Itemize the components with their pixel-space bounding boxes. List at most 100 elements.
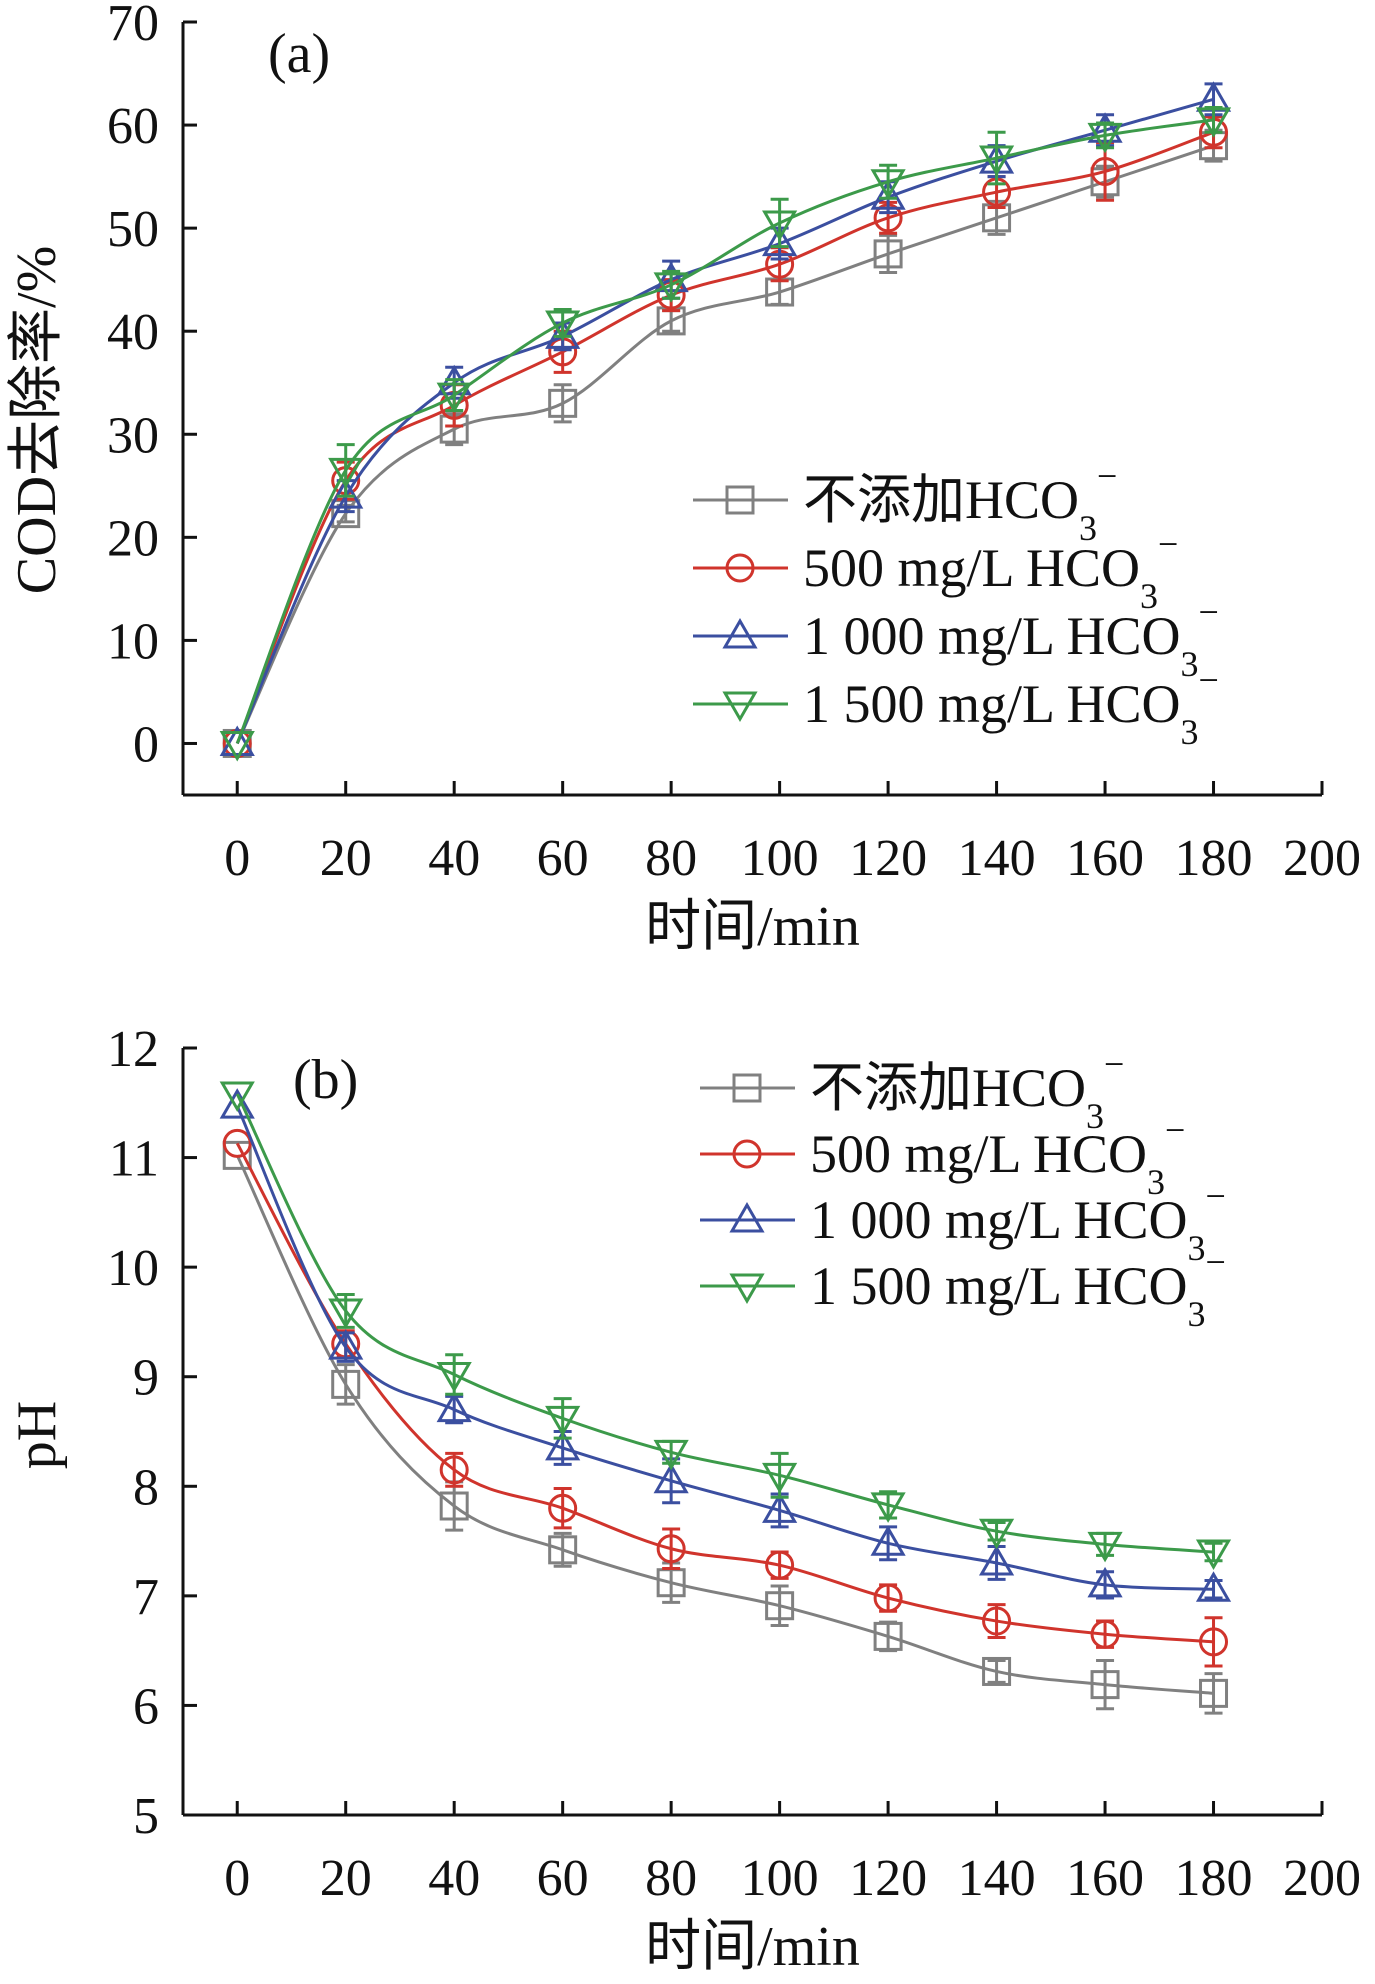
legend-marker: [729, 1273, 765, 1305]
x-tick-label: 140: [958, 830, 1036, 887]
chart-panel-0: 0 10 20 30 40 50 60 70 0 20 40 60 80 100 120 140 160 180 2…: [6, 0, 1361, 958]
x-tick-label: 160: [1066, 830, 1144, 887]
x-tick-label: 20: [320, 830, 372, 887]
data-point: [762, 1462, 798, 1494]
y-tick-label: 7: [133, 1569, 159, 1626]
data-point: [1087, 1531, 1123, 1563]
data-point: [762, 210, 798, 241]
data-point: [653, 1462, 689, 1494]
data-point: [762, 225, 798, 257]
x-tick-label: 40: [428, 830, 480, 887]
data-point: [656, 1534, 686, 1564]
legend-label: 不添加HCO3−: [803, 456, 1117, 548]
panel-label: (b): [293, 1049, 358, 1111]
data-point: [870, 169, 906, 200]
data-point: [219, 1081, 255, 1113]
legend-superscript: −: [1158, 524, 1178, 564]
data-point: [436, 1362, 472, 1393]
series-line: [235, 1105, 1214, 1591]
data-point: [222, 1128, 252, 1158]
legend-superscript: −: [1206, 1242, 1226, 1282]
data-point: [1087, 1566, 1123, 1598]
legend-label: 不添加HCO3−: [810, 1044, 1124, 1136]
series-2: [219, 1088, 1232, 1602]
series-3: [219, 1081, 1232, 1571]
data-point: [436, 382, 472, 414]
y-axis-label: pH: [6, 1401, 68, 1469]
data-point: [439, 1491, 469, 1521]
y-tick-label: 10: [107, 613, 159, 670]
legend: 不添加HCO3−500 mg/L HCO3−1 000 mg/L HCO3−1 …: [693, 456, 1219, 752]
y-tick-label: 60: [107, 98, 159, 155]
data-point: [765, 1550, 795, 1580]
data-point: [873, 1621, 903, 1651]
data-point: [870, 1525, 906, 1556]
data-point: [328, 478, 364, 509]
data-point: [873, 1583, 903, 1613]
data-point: [548, 1535, 578, 1565]
x-tick-label: 60: [537, 830, 589, 887]
data-point: [982, 1656, 1012, 1686]
data-point: [328, 1298, 364, 1329]
x-tick-label: 40: [428, 1850, 480, 1907]
data-point: [1199, 1627, 1229, 1657]
data-point: [548, 1493, 578, 1523]
panel-label: (a): [268, 23, 330, 85]
data-point: [1195, 1571, 1232, 1602]
x-tick-label: 100: [741, 1850, 819, 1907]
data-point: [762, 1492, 798, 1523]
legend-label: 1 000 mg/L HCO3−: [803, 592, 1219, 684]
data-point: [219, 725, 255, 756]
series-line: [235, 1093, 1214, 1554]
legend-label: 1 000 mg/L HCO3−: [810, 1176, 1226, 1268]
legend-marker: [722, 691, 758, 723]
legend-subscript: 3: [1181, 644, 1199, 684]
series-line: [235, 144, 1214, 745]
x-tick-label: 60: [537, 1850, 589, 1907]
legend-subscript: 3: [1181, 712, 1199, 752]
x-tick-label: 180: [1175, 830, 1253, 887]
y-tick-label: 6: [133, 1678, 159, 1735]
series-0: [222, 1140, 1229, 1715]
data-point: [653, 1439, 689, 1471]
data-point: [545, 318, 581, 349]
x-tick-label: 120: [849, 1850, 927, 1907]
data-point: [873, 239, 903, 269]
y-tick-label: 70: [107, 0, 159, 52]
data-point: [1195, 1539, 1232, 1571]
data-point: [1199, 1678, 1229, 1708]
data-point: [439, 1455, 469, 1485]
legend-marker: [732, 1073, 762, 1103]
legend-label: 1 500 mg/L HCO3−: [803, 660, 1219, 752]
data-point: [765, 1591, 795, 1621]
legend-marker: [725, 553, 755, 583]
y-tick-label: 10: [107, 1240, 159, 1297]
legend-superscript: −: [1199, 660, 1219, 700]
legend-label: 500 mg/L HCO3−: [803, 524, 1178, 616]
x-tick-label: 80: [645, 1850, 697, 1907]
y-axis-label: COD去除率/%: [6, 246, 68, 594]
data-point: [436, 1391, 472, 1423]
x-tick-label: 140: [958, 1850, 1036, 1907]
data-point: [222, 1140, 252, 1170]
x-tick-label: 0: [224, 830, 250, 887]
x-tick-label: 0: [224, 1850, 250, 1907]
x-tick-label: 180: [1175, 1850, 1253, 1907]
data-point: [653, 272, 689, 303]
data-point: [219, 730, 255, 762]
legend-subscript: 3: [1140, 576, 1158, 616]
data-point: [548, 388, 578, 418]
legend-subscript: 3: [1079, 508, 1097, 548]
data-point: [545, 1405, 581, 1437]
legend-superscript: −: [1199, 592, 1219, 632]
x-tick-label: 200: [1283, 1850, 1361, 1907]
data-point: [331, 1369, 361, 1399]
y-tick-label: 40: [107, 304, 159, 361]
y-tick-label: 9: [133, 1350, 159, 1407]
legend-subscript: 3: [1147, 1162, 1165, 1202]
data-point: [1090, 1670, 1120, 1700]
y-tick-label: 50: [107, 201, 159, 258]
data-point: [328, 1329, 364, 1360]
